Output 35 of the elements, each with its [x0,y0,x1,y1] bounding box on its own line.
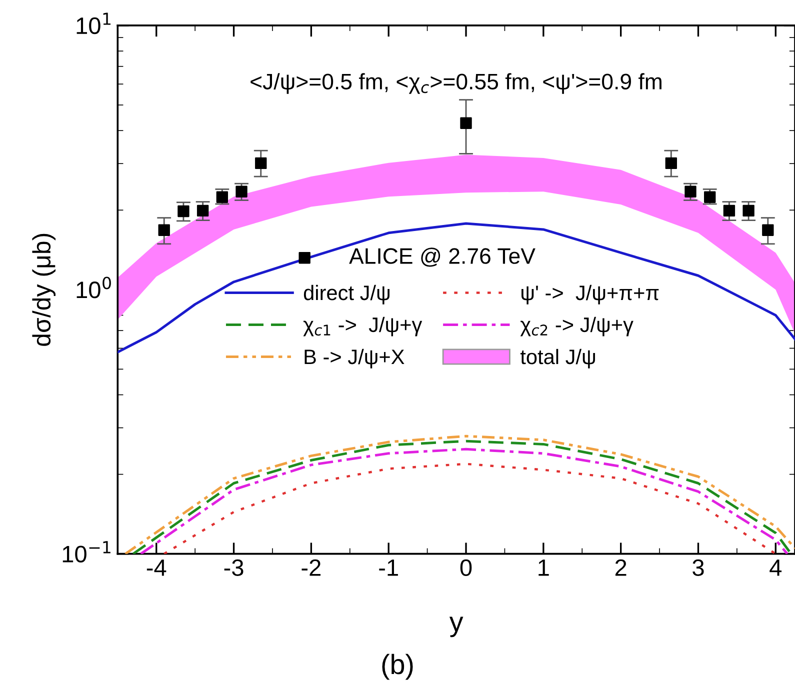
legend-label: ALICE @ 2.76 TeV [349,248,536,267]
y-axis-title: dσ/dy (μb) [32,234,56,346]
point [742,204,754,217]
x-tick-label: -1 [379,560,398,576]
x-tick-label: 2 [615,559,626,576]
text: (b) [382,654,413,680]
point [255,157,267,170]
legend-label: B -> J/ψ+X [304,348,404,368]
point [236,186,248,198]
point [762,224,774,236]
legend-label: χ$_{c1}$ -> J/ψ+γ [303,316,422,336]
legend-label: direct J/ψ [304,284,390,304]
x-tick-label: -2 [302,559,320,576]
point [158,224,170,236]
y-tick-label: 10$^{1}$ [76,12,110,34]
line-series [162,462,777,554]
y-tick-label: 10$^{−1}$ [62,541,110,562]
x-tick-label: 3 [692,559,704,576]
point [460,117,472,129]
legend-label: total J/ψ [520,348,595,368]
point [196,204,209,217]
point [178,205,190,218]
point [665,157,677,170]
x-tick-label: 0 [460,559,472,576]
x-tick-label: 1 [538,560,549,576]
x-tick-label: -3 [224,559,244,576]
y-tick-label: 10$^{0}$ [76,276,111,298]
point [723,204,736,217]
x-tick-label: 4 [770,560,782,576]
annotation: <J/ψ>=0.5 fm, <χ$_{c}$>=0.55 fm, <ψ'>=0.9 fm [250,73,662,94]
point [684,186,696,198]
x-axis-title: y [449,616,464,638]
legend-label: χ$_{c2}$ -> J/ψ+γ [520,316,634,336]
x-tick-label: -4 [146,560,166,576]
legend-label: ψ' -> J/ψ+π+π [522,284,659,304]
